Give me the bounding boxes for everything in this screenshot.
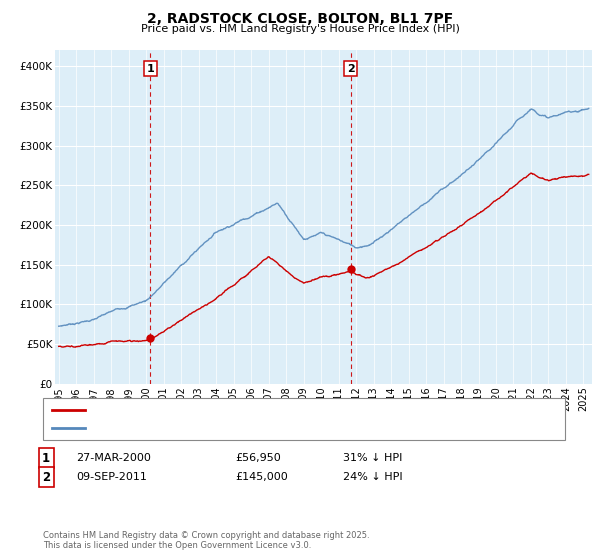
Text: 24% ↓ HPI: 24% ↓ HPI [343, 472, 403, 482]
Text: 2, RADSTOCK CLOSE, BOLTON, BL1 7PF: 2, RADSTOCK CLOSE, BOLTON, BL1 7PF [147, 12, 453, 26]
Text: Contains HM Land Registry data © Crown copyright and database right 2025.
This d: Contains HM Land Registry data © Crown c… [43, 530, 370, 550]
Text: £56,950: £56,950 [235, 453, 281, 463]
Text: £145,000: £145,000 [235, 472, 288, 482]
Text: 31% ↓ HPI: 31% ↓ HPI [343, 453, 403, 463]
Text: 27-MAR-2000: 27-MAR-2000 [76, 453, 151, 463]
Text: 2: 2 [42, 470, 50, 484]
Text: 09-SEP-2011: 09-SEP-2011 [76, 472, 147, 482]
Text: 2, RADSTOCK CLOSE, BOLTON, BL1 7PF (detached house): 2, RADSTOCK CLOSE, BOLTON, BL1 7PF (deta… [91, 405, 377, 415]
Text: 1: 1 [146, 64, 154, 74]
Text: HPI: Average price, detached house, Bolton: HPI: Average price, detached house, Bolt… [91, 423, 308, 433]
Text: Price paid vs. HM Land Registry's House Price Index (HPI): Price paid vs. HM Land Registry's House … [140, 24, 460, 34]
Text: 2: 2 [347, 64, 355, 74]
Text: 1: 1 [42, 451, 50, 465]
